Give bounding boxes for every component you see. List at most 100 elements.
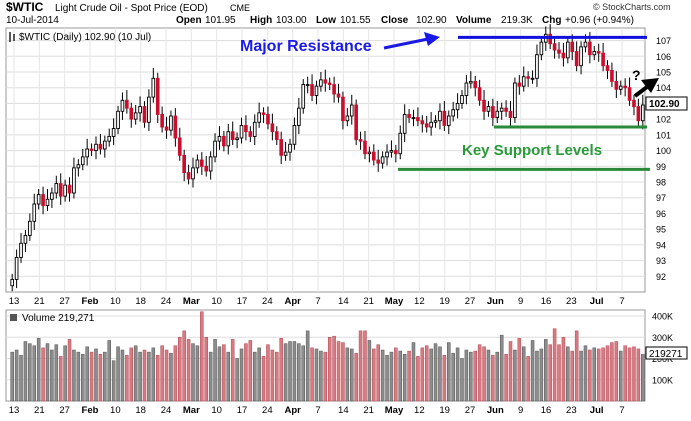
volume-bar — [389, 351, 394, 402]
volume-bar — [305, 330, 310, 402]
candle — [349, 94, 354, 125]
candle — [200, 152, 204, 175]
volume-date-tick-label: 9 — [518, 405, 523, 416]
price-tick-label: 96 — [656, 209, 666, 219]
candle — [107, 128, 112, 147]
volume-bar — [50, 349, 54, 402]
volume-bar — [429, 348, 433, 402]
volume-bar — [592, 347, 597, 402]
volume-bar — [442, 355, 447, 402]
volume-bar — [605, 345, 610, 402]
volume-bar — [539, 348, 544, 402]
candle — [226, 123, 231, 155]
candle — [248, 126, 253, 142]
volume-date-tick-label: 24 — [161, 405, 172, 416]
volume-bar — [521, 346, 526, 402]
candle — [579, 41, 583, 75]
candle — [173, 108, 178, 147]
volume-bar — [239, 348, 244, 402]
close-value: 102.90 — [416, 15, 447, 26]
candle — [535, 44, 539, 87]
candle — [217, 126, 222, 150]
volume-bar — [632, 346, 636, 402]
volume-bar — [526, 356, 530, 402]
candle — [376, 149, 381, 172]
candle — [19, 233, 23, 263]
volume-bar — [28, 343, 32, 402]
volume-legend-swatch — [10, 314, 17, 321]
volume-bar — [200, 311, 204, 402]
date-tick-label: Apr — [284, 296, 301, 307]
volume-bar — [583, 345, 588, 402]
volume-bar — [107, 340, 111, 402]
volume-date-tick-label: 12 — [414, 405, 425, 416]
volume-bar — [279, 338, 283, 402]
candle — [45, 189, 50, 212]
exchange-label: CME — [230, 3, 250, 13]
candle — [85, 138, 89, 166]
resistance-annotation: Major Resistance — [240, 38, 372, 55]
candle — [235, 132, 239, 149]
date-tick-label: 27 — [465, 296, 476, 307]
volume-bar — [420, 347, 425, 402]
volume-bar — [380, 349, 385, 402]
candle — [186, 164, 191, 185]
candle — [623, 78, 627, 97]
candle — [327, 77, 332, 91]
volume-bar — [376, 344, 380, 402]
candle — [402, 104, 407, 142]
volume-bar — [63, 345, 67, 402]
volume-bar — [482, 346, 486, 402]
volume-bar — [623, 345, 627, 402]
candle — [566, 36, 570, 64]
candle — [204, 156, 209, 177]
candle — [420, 115, 425, 133]
date-tick-label: 24 — [161, 296, 172, 307]
volume-bar — [10, 351, 14, 402]
volume-bar — [411, 342, 416, 402]
candle — [54, 175, 59, 199]
volume-bar — [614, 341, 619, 402]
candle — [341, 91, 345, 130]
volume-bar — [508, 341, 513, 402]
volume-bars — [10, 311, 645, 402]
candle — [605, 60, 610, 80]
candle — [451, 101, 455, 122]
candle — [424, 116, 429, 133]
volume-bar — [416, 356, 420, 402]
volume-date-tick-label: Jun — [487, 405, 504, 416]
candle — [288, 138, 292, 161]
volume-bar — [120, 349, 125, 402]
candle — [592, 46, 597, 61]
candle — [239, 117, 244, 144]
price-candles — [10, 24, 645, 292]
candle — [618, 80, 623, 95]
volume-bar — [186, 339, 191, 402]
volume-date-tick-label: 10 — [110, 405, 121, 416]
candle — [513, 77, 517, 124]
volume-label: Volume — [456, 15, 492, 26]
candle — [142, 101, 147, 128]
candle — [482, 90, 486, 120]
candle — [14, 249, 19, 289]
date-tick-label: Jun — [487, 296, 504, 307]
candle — [385, 144, 389, 166]
volume-bar — [301, 345, 305, 402]
volume-bar — [94, 348, 98, 402]
candle — [345, 108, 350, 127]
date-tick-label: 13 — [9, 296, 20, 307]
volume-bar — [398, 350, 403, 402]
candle — [283, 141, 288, 161]
volume-bar — [350, 348, 354, 402]
volume-bar — [407, 350, 411, 402]
volume-bar — [89, 351, 94, 402]
volume-bar — [486, 349, 491, 402]
volume-date-tick-label: 13 — [9, 405, 20, 416]
candle — [517, 75, 522, 95]
volume-bar — [235, 358, 239, 402]
volume-bar — [248, 340, 253, 402]
volume-bar — [195, 345, 200, 402]
candle — [177, 127, 182, 161]
volume-legend: Volume 219,271 — [10, 313, 95, 324]
volume-bar — [345, 347, 350, 402]
